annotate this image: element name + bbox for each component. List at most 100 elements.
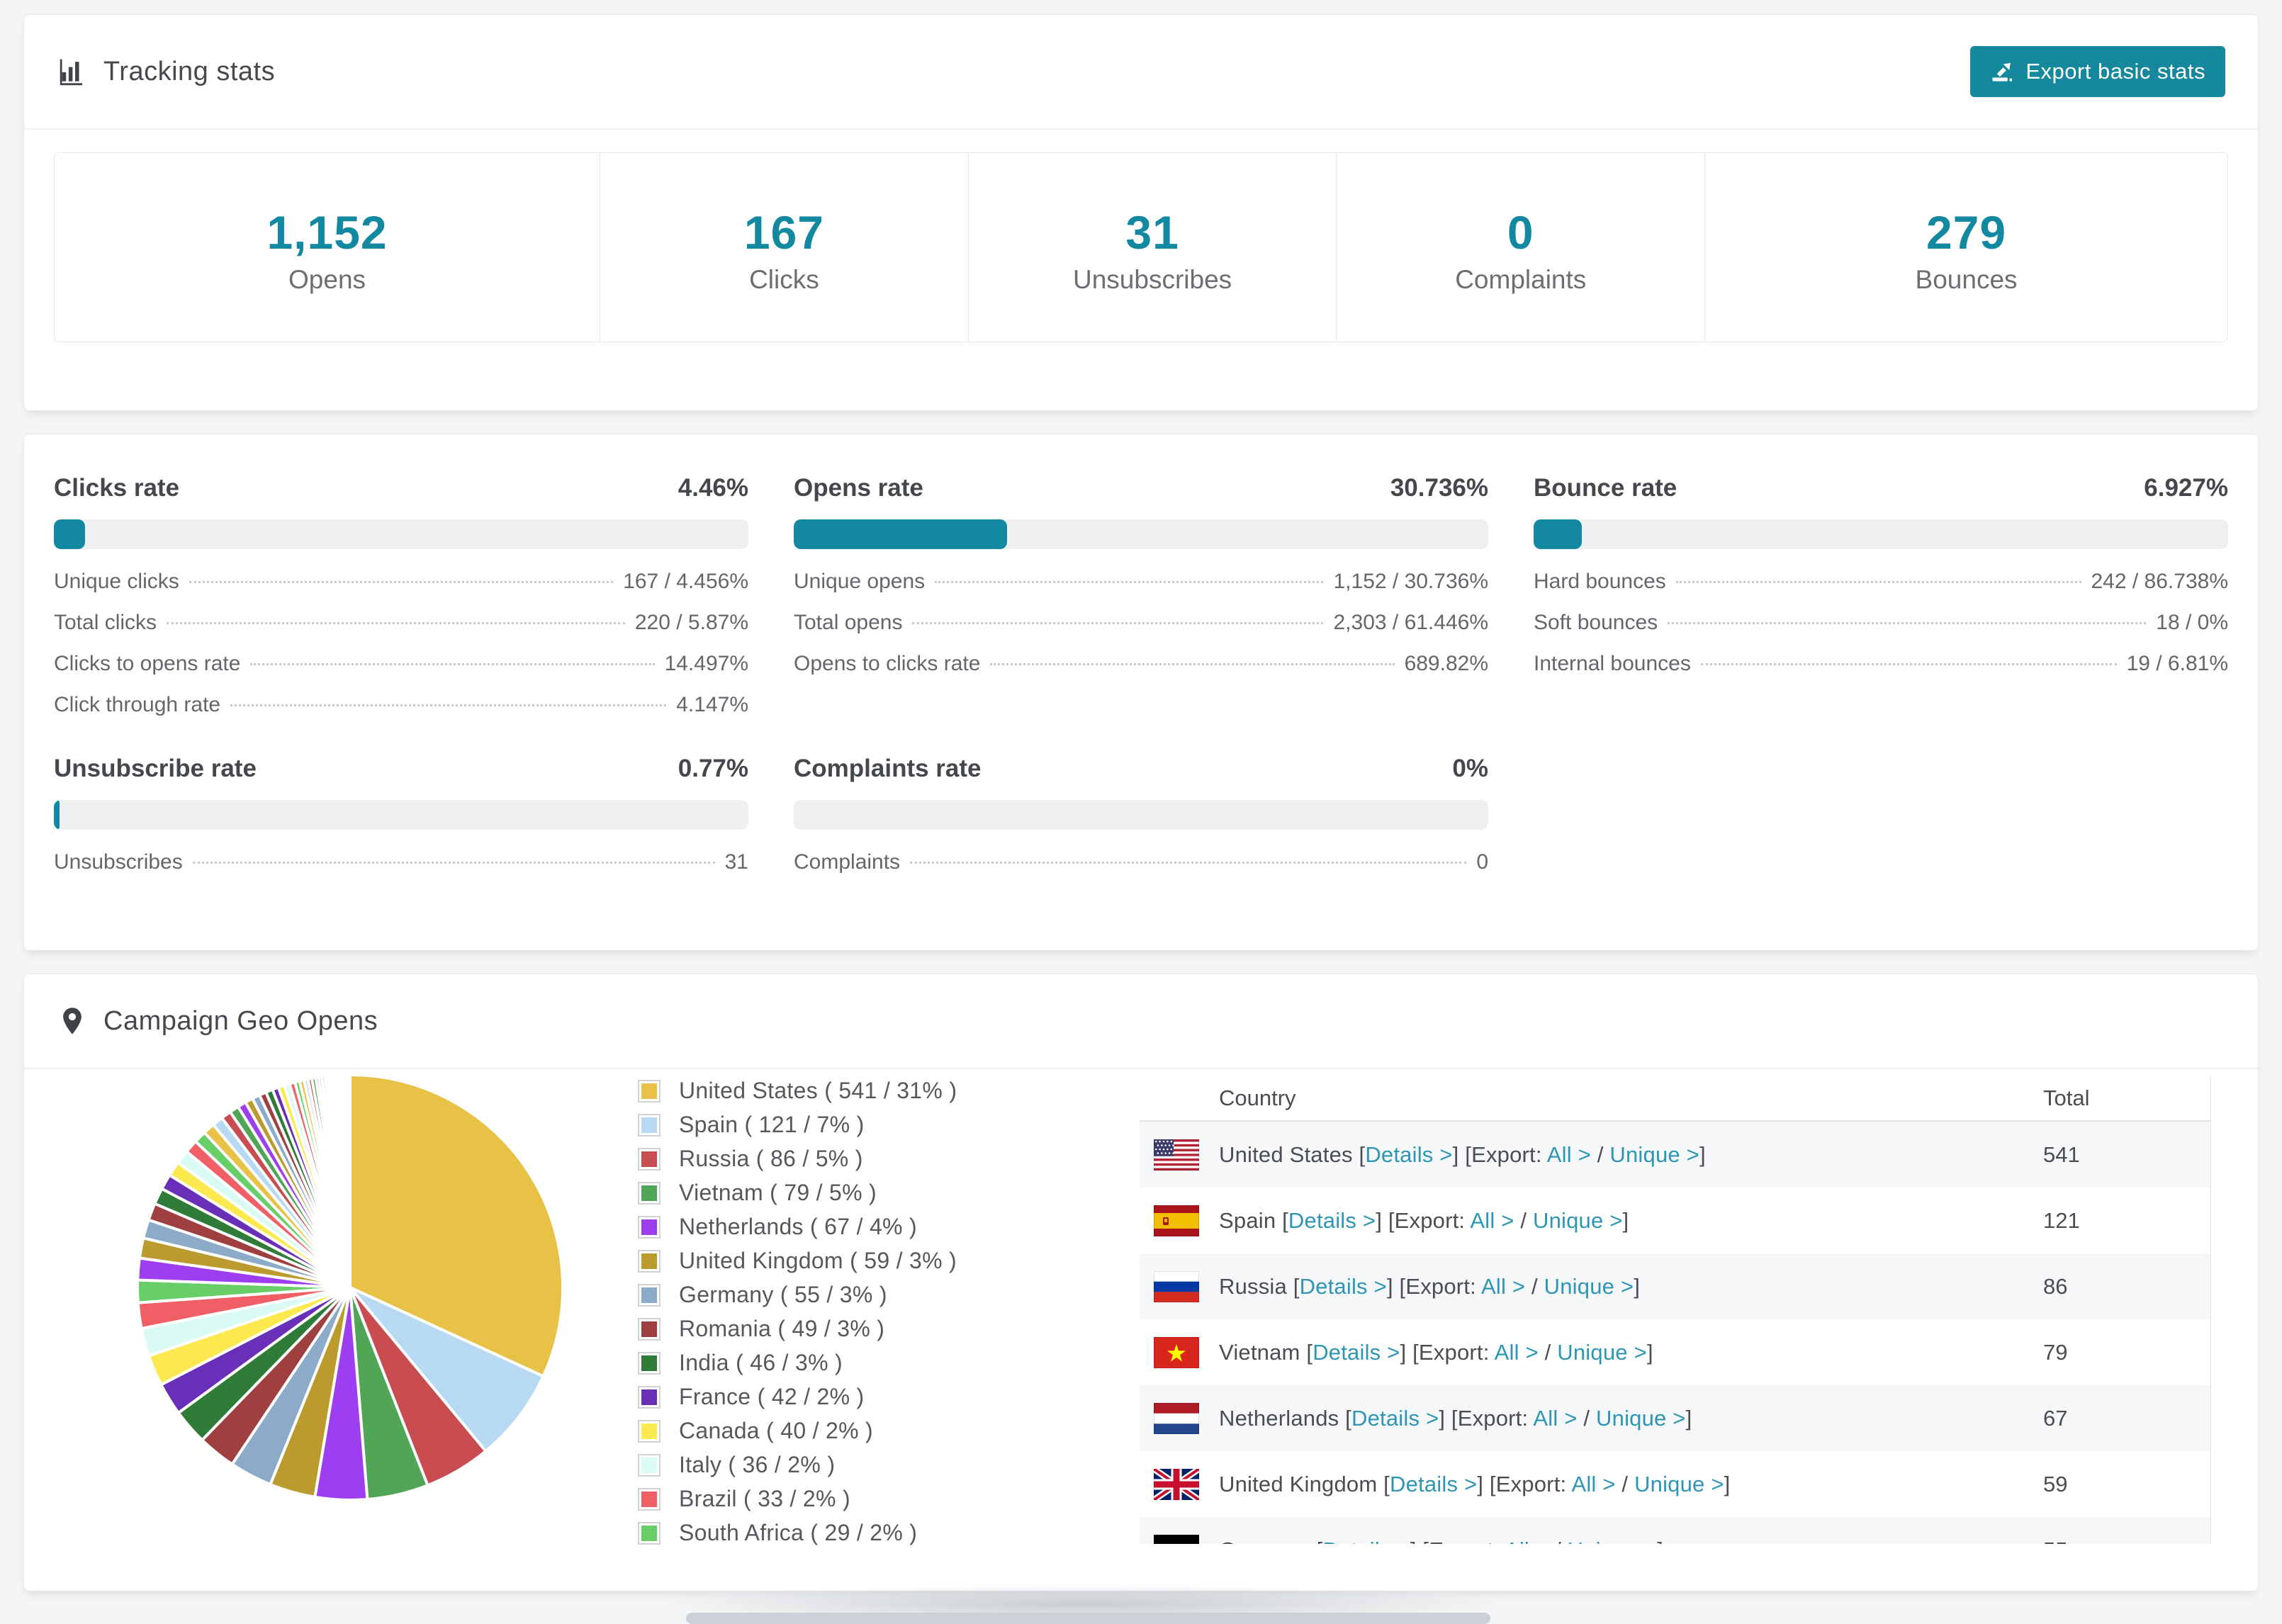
legend-swatch (638, 1283, 661, 1307)
rate-panel: Unsubscribe rate 0.77% Unsubscribes 31 (54, 755, 748, 882)
export-all-link[interactable]: All > (1470, 1207, 1514, 1233)
tracking-stats-header: Tracking stats Export basic stats (24, 15, 2258, 130)
export-unique-link[interactable]: Unique > (1596, 1405, 1686, 1431)
metric-value: 689.82% (1404, 652, 1488, 675)
legend-item: United Kingdom ( 59 / 3% ) (638, 1248, 957, 1274)
details-link[interactable]: Details > (1390, 1471, 1478, 1496)
export-unique-link[interactable]: Unique > (1532, 1207, 1623, 1233)
details-link[interactable]: Details > (1288, 1207, 1376, 1233)
metric-label: Soft bounces (1534, 611, 1658, 634)
horizontal-scrollbar-thumb[interactable] (686, 1613, 1490, 1624)
legend-swatch (638, 1079, 661, 1103)
rate-panel: Bounce rate 6.927% Hard bounces 242 / 86… (1534, 474, 2228, 725)
metric-value: 1,152 / 30.736% (1333, 570, 1488, 593)
legend-label: South Africa ( 29 / 2% ) (679, 1520, 918, 1545)
export-all-link[interactable]: All > (1505, 1538, 1548, 1545)
geo-table: Country Total United States [Details >] … (1140, 1076, 2211, 1544)
export-all-link[interactable]: All > (1571, 1471, 1616, 1496)
legend-swatch (638, 1147, 661, 1171)
legend-item: Italy ( 36 / 2% ) (638, 1452, 957, 1478)
legend-item: South Africa ( 29 / 2% ) (638, 1520, 957, 1546)
geo-title: Campaign Geo Opens (103, 1005, 378, 1036)
metric-row: Complaints 0 (794, 841, 1488, 882)
rate-panel-value: 6.927% (2144, 474, 2228, 502)
details-link[interactable]: Details > (1323, 1538, 1410, 1545)
legend-item: India ( 46 / 3% ) (638, 1350, 957, 1376)
geo-header: Campaign Geo Opens (24, 974, 2258, 1069)
legend-swatch (638, 1453, 661, 1477)
geo-country-cell: Germany [Details >] [Export: All > / Uni… (1219, 1538, 2043, 1545)
geo-table-row: Germany [Details >] [Export: All > / Uni… (1140, 1517, 2210, 1544)
stat-clicks: 167 Clicks (600, 153, 968, 342)
dotted-leader (1668, 622, 2147, 624)
bar-chart-icon (57, 56, 88, 87)
flag-ru-icon (1154, 1270, 1199, 1302)
legend-label: Vietnam ( 79 / 5% ) (679, 1180, 877, 1205)
rate-panel: Clicks rate 4.46% Unique clicks 167 / 4.… (54, 474, 748, 725)
metric-value: 4.147% (676, 693, 748, 716)
export-all-link[interactable]: All > (1546, 1141, 1591, 1167)
legend-item: Canada ( 40 / 2% ) (638, 1418, 957, 1444)
metric-row: Clicks to opens rate 14.497% (54, 643, 748, 684)
geo-total-cell: 541 (2043, 1141, 2080, 1167)
rate-panel-title: Clicks rate (54, 474, 180, 502)
stat-bounces: 279 Bounces (1704, 153, 2227, 342)
metric-row: Soft bounces 18 / 0% (1534, 602, 2228, 643)
rate-panel-value: 0% (1452, 755, 1488, 782)
rates-card: Clicks rate 4.46% Unique clicks 167 / 4.… (23, 434, 2259, 951)
geo-country-cell: Vietnam [Details >] [Export: All > / Uni… (1219, 1339, 1653, 1365)
legend-swatch (638, 1317, 661, 1341)
export-unique-link[interactable]: Unique > (1609, 1141, 1699, 1167)
rate-panel-value: 4.46% (678, 474, 748, 502)
map-pin-icon (57, 1005, 88, 1037)
geo-table-header: Country Total (1140, 1076, 2210, 1122)
metric-label: Unique opens (794, 570, 926, 593)
export-basic-stats-button[interactable]: Export basic stats (1970, 46, 2225, 97)
legend-swatch (638, 1181, 661, 1205)
progress-bar (794, 519, 1488, 549)
rate-panel: Complaints rate 0% Complaints 0 (794, 755, 1488, 882)
export-unique-link[interactable]: Unique > (1568, 1538, 1658, 1545)
metric-label: Total clicks (54, 611, 157, 634)
legend-item: Germany ( 55 / 3% ) (638, 1282, 957, 1308)
campaign-geo-opens-card: Campaign Geo Opens United States ( 541 /… (23, 974, 2259, 1591)
export-all-link[interactable]: All > (1533, 1405, 1578, 1431)
stat-complaints: 0 Complaints (1336, 153, 1704, 342)
legend-item: United States ( 541 / 31% ) (638, 1078, 957, 1104)
details-link[interactable]: Details > (1351, 1405, 1439, 1431)
metric-row: Hard bounces 242 / 86.738% (1534, 560, 2228, 602)
geo-table-row: Russia [Details >] [Export: All > / Uniq… (1140, 1253, 2210, 1319)
flag-gb-icon (1152, 1465, 1201, 1503)
pie-slice (349, 1073, 565, 1378)
metric-value: 0 (1476, 850, 1488, 874)
metric-label: Internal bounces (1534, 652, 1691, 675)
export-all-link[interactable]: All > (1481, 1273, 1526, 1299)
tracking-stats-card: Tracking stats Export basic stats 1,152 … (23, 14, 2259, 411)
details-link[interactable]: Details > (1313, 1339, 1400, 1365)
metric-value: 19 / 6.81% (2126, 652, 2228, 675)
geo-table-row: Netherlands [Details >] [Export: All > /… (1140, 1385, 2210, 1451)
legend-swatch (638, 1351, 661, 1375)
legend-label: Italy ( 36 / 2% ) (679, 1452, 836, 1477)
pie-slice (347, 1073, 352, 1289)
export-unique-link[interactable]: Unique > (1544, 1273, 1634, 1299)
geo-total-cell: 121 (2043, 1207, 2080, 1233)
export-unique-link[interactable]: Unique > (1557, 1339, 1647, 1365)
rate-panel-title: Opens rate (794, 474, 923, 502)
total-column-header: Total (2043, 1086, 2090, 1110)
details-link[interactable]: Details > (1365, 1141, 1453, 1167)
export-all-link[interactable]: All > (1494, 1339, 1539, 1365)
dotted-leader (1700, 663, 2117, 665)
geo-table-row: United States [Details >] [Export: All >… (1140, 1122, 2210, 1188)
metric-label: Unsubscribes (54, 850, 183, 874)
legend-item: Romania ( 49 / 3% ) (638, 1316, 957, 1342)
metric-label: Opens to clicks rate (794, 652, 981, 675)
legend-swatch (638, 1113, 661, 1137)
details-link[interactable]: Details > (1299, 1273, 1387, 1299)
metric-value: 167 / 4.456% (623, 570, 748, 593)
dotted-leader (192, 862, 715, 864)
metric-label: Total opens (794, 611, 903, 634)
dotted-leader (230, 704, 667, 706)
export-unique-link[interactable]: Unique > (1634, 1471, 1724, 1496)
dotted-leader (189, 581, 614, 583)
